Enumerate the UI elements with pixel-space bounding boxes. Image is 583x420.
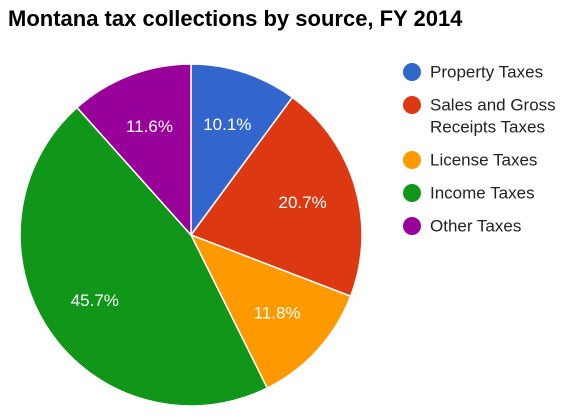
slice-label-other-taxes: 11.6%	[126, 117, 173, 136]
legend-swatch-sales-and-gross-receipts-taxes	[403, 96, 421, 114]
legend-item-income-taxes: Income Taxes	[403, 184, 535, 203]
legend-item-property-taxes: Property Taxes	[403, 63, 543, 82]
slice-label-license-taxes: 11.8%	[254, 304, 301, 323]
legend-swatch-property-taxes	[403, 63, 421, 81]
legend-swatch-income-taxes	[403, 184, 421, 202]
legend-item-other-taxes: Other Taxes	[403, 217, 521, 236]
pie-slice-property-taxes	[190, 63, 294, 236]
slice-label-sales-and-gross-receipts-taxes: 20.7%	[278, 193, 326, 212]
pie-slice-other-taxes	[76, 63, 192, 236]
slice-label-property-taxes: 10.1%	[203, 115, 251, 134]
legend-label-income-taxes: Income Taxes	[430, 184, 535, 203]
pie-slice-license-taxes	[190, 234, 352, 389]
legend-label-property-taxes: Property Taxes	[430, 63, 543, 82]
legend-swatch-other-taxes	[403, 217, 421, 235]
legend-label-license-taxes: License Taxes	[430, 151, 537, 170]
legend-label-sales-and-gross-receipts-taxes-line-2: Receipts Taxes	[430, 118, 545, 137]
legend-swatch-license-taxes	[403, 151, 421, 169]
legend-item-license-taxes: License Taxes	[403, 151, 537, 170]
legend-item-sales-and-gross-receipts-taxes: Sales and Gross Receipts Taxes	[403, 96, 556, 137]
pie-slice-income-taxes	[19, 106, 269, 407]
legend-label-sales-and-gross-receipts-taxes-line-1: Sales and Gross	[430, 96, 556, 115]
pie-slice-sales-and-gross-receipts-taxes	[190, 96, 363, 298]
legend: Property Taxes Sales and Gross Receipts Ta…	[403, 63, 556, 236]
legend-label-other-taxes: Other Taxes	[430, 217, 521, 236]
slice-label-income-taxes: 45.7%	[71, 291, 119, 310]
pie-slices	[19, 63, 363, 407]
pie-slice-labels: 10.1% 20.7% 11.8% 45.7% 11.6%	[71, 115, 327, 323]
chart-title: Montana tax collections by source, FY 20…	[8, 6, 463, 31]
